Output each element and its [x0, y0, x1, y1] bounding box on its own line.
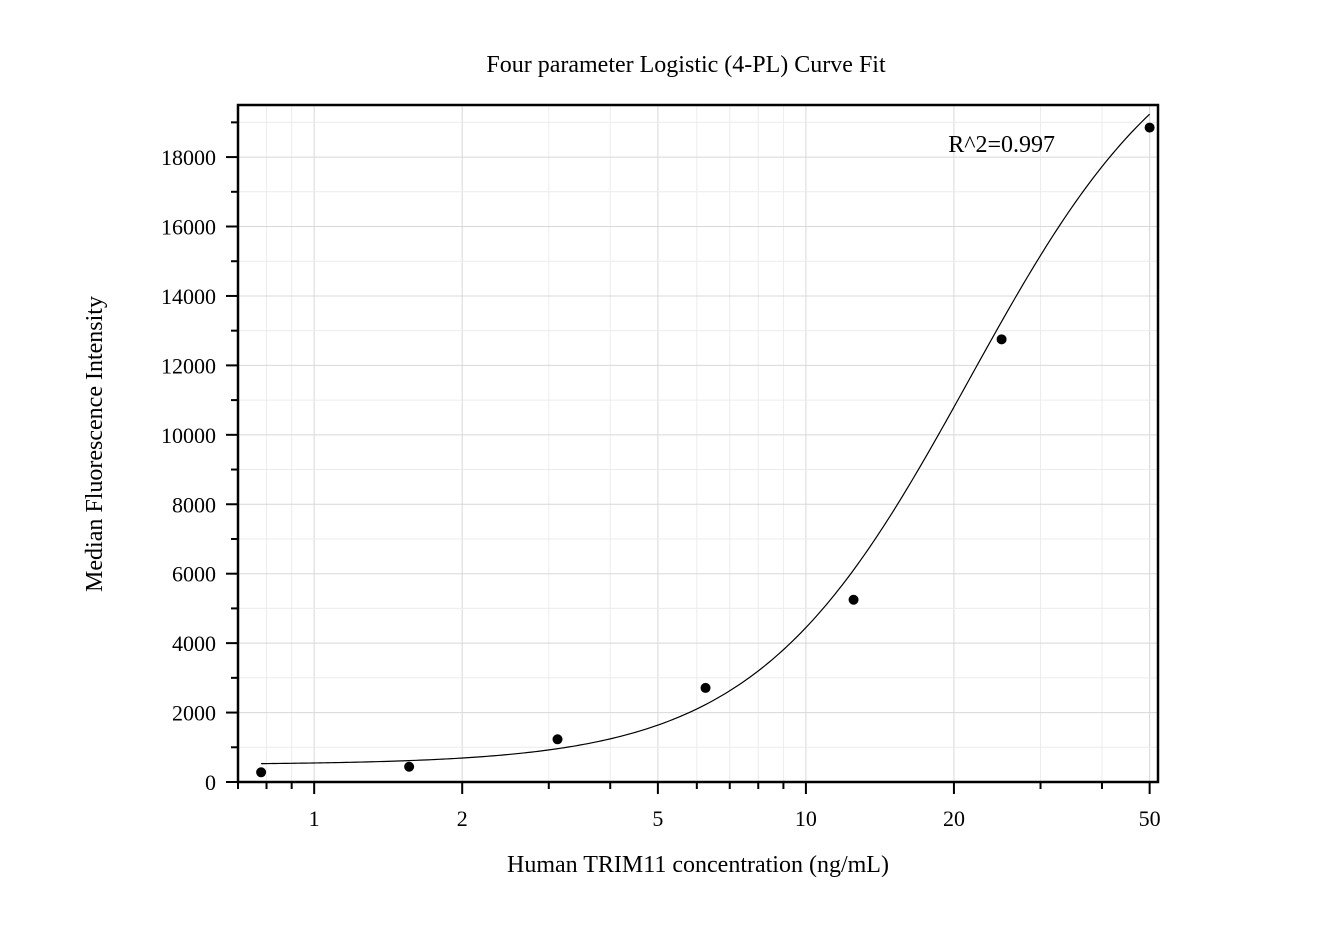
data-point	[848, 594, 859, 605]
grid	[237, 105, 1158, 783]
x-axis: 1 2 5 10 20 50	[237, 782, 1161, 831]
data-point	[404, 761, 415, 772]
fit-curve	[261, 113, 1151, 765]
y-tick-label: 12000	[161, 353, 216, 378]
data-point	[996, 334, 1007, 345]
x-tick-label: 50	[1139, 806, 1161, 831]
y-tick-label: 6000	[172, 562, 216, 587]
data-point	[552, 734, 563, 745]
r-squared-annotation: R^2=0.997	[948, 132, 1055, 158]
y-axis-label: Median Fluorescence Intensity	[82, 296, 108, 592]
y-axis: 0 2000 4000 6000 8000 10000 12000 14000 16000 180…	[161, 121, 238, 795]
y-tick-label: 8000	[172, 492, 216, 517]
x-tick-label: 1	[309, 806, 320, 831]
x-axis-label: Human TRIM11 concentration (ng/mL)	[507, 852, 889, 878]
y-tick-label: 16000	[161, 215, 216, 240]
y-tick-label: 0	[205, 770, 216, 795]
x-tick-label: 10	[795, 806, 817, 831]
data-point	[700, 682, 711, 693]
x-tick-label: 5	[652, 806, 663, 831]
y-tick-label: 2000	[172, 701, 216, 726]
data-points	[256, 122, 1155, 778]
plot-frame	[236, 103, 1160, 784]
y-tick-label: 10000	[161, 423, 216, 448]
x-tick-label: 20	[943, 806, 965, 831]
chart-title: Four parameter Logistic (4-PL) Curve Fit	[486, 52, 886, 78]
data-point	[1144, 122, 1155, 133]
annotations: R^2=0.997	[948, 132, 1055, 158]
x-tick-label: 2	[457, 806, 468, 831]
y-tick-label: 14000	[161, 284, 216, 309]
y-tick-label: 4000	[172, 631, 216, 656]
y-tick-label: 18000	[161, 145, 216, 170]
fit-curve-layer	[261, 113, 1151, 765]
data-point	[256, 767, 267, 778]
